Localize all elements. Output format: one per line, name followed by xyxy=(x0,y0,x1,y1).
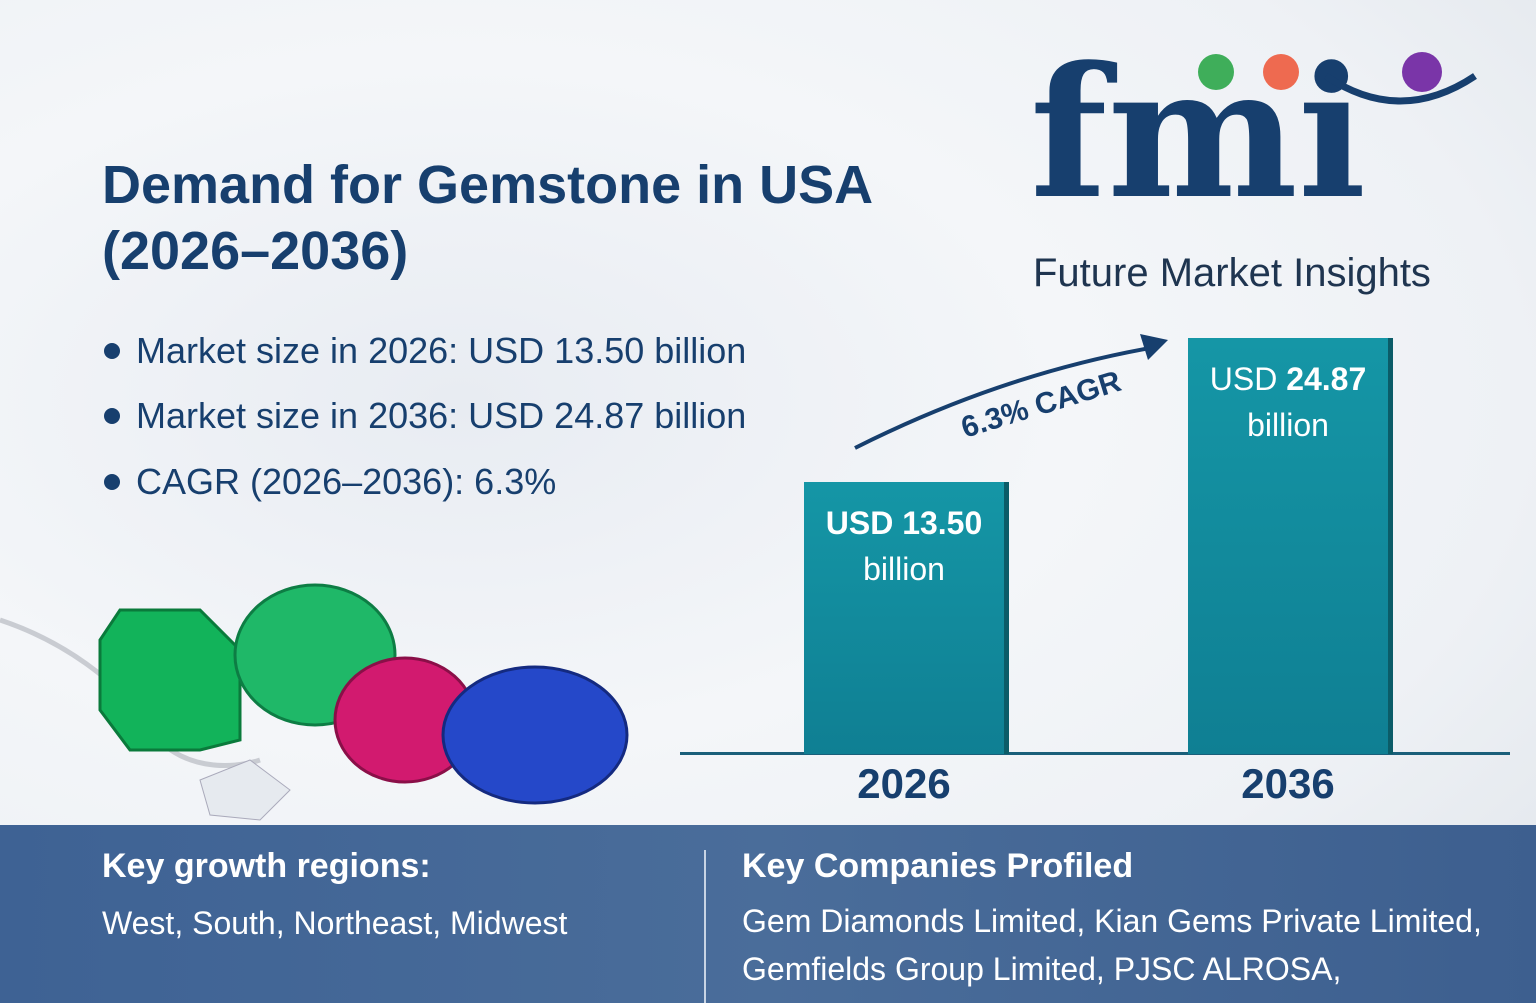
gemstones-image xyxy=(0,583,629,821)
cagr-arrow: 6.3% CAGR xyxy=(854,334,1168,450)
regions-text: West, South, Northeast, Midwest xyxy=(102,905,568,941)
bullet-text: Market size in 2036: USD 24.87 billion xyxy=(136,395,747,436)
bullet-icon xyxy=(104,474,120,490)
companies-heading: Key Companies Profiled xyxy=(742,847,1134,885)
logo-wordmark: fmi xyxy=(1030,46,1366,239)
bullet-item: Market size in 2026: USD 13.50 billion xyxy=(104,330,746,372)
bullet-icon xyxy=(104,343,120,359)
chart-baseline xyxy=(680,752,1510,755)
bar-unit-label: billion xyxy=(863,551,945,588)
x-tick-label: 2026 xyxy=(857,760,951,807)
x-tick-label: 2036 xyxy=(1241,760,1335,807)
bar-value-label: USD 13.50 xyxy=(825,505,983,542)
logo-subtitle: Future Market Insights xyxy=(1033,251,1431,295)
regions-heading: Key growth regions: xyxy=(102,847,431,885)
bullet-text: Market size in 2026: USD 13.50 billion xyxy=(136,330,747,371)
bar-2036: USD 24.87 billion xyxy=(1188,338,1388,754)
bullet-icon xyxy=(104,408,120,424)
fmi-logo: fmi xyxy=(1030,46,1477,239)
bullet-item: Market size in 2036: USD 24.87 billion xyxy=(104,395,746,437)
title-years: (2026–2036) xyxy=(102,221,409,281)
footer-divider xyxy=(704,850,706,1003)
bullet-item: CAGR (2026–2036): 6.3% xyxy=(104,461,556,503)
companies-text: Gem Diamonds Limited, Kian Gems Private … xyxy=(742,903,1482,939)
bar-unit-label: billion xyxy=(1247,407,1329,444)
bar-2026: USD 13.50 billion xyxy=(804,482,1004,754)
bar-value-label: USD 24.87 xyxy=(1209,361,1367,398)
title-line: Demand for Gemstone in USA xyxy=(102,155,874,215)
footer-panel: Key growth regions: West, South, Northea… xyxy=(0,825,1536,1003)
page-title: Demand for Gemstone in USA (2026–2036) xyxy=(102,152,873,284)
bullet-text: CAGR (2026–2036): 6.3% xyxy=(136,461,557,502)
cagr-label: 6.3% CAGR xyxy=(957,365,1125,445)
companies-text: Gemfields Group Limited, PJSC ALROSA, xyxy=(742,951,1342,987)
